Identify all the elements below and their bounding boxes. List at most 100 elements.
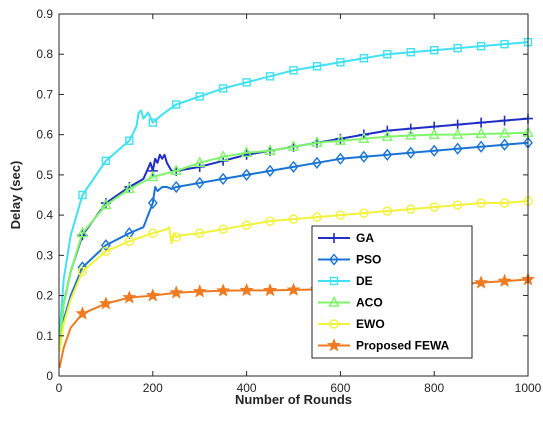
data-point-proposed-fewa xyxy=(169,285,184,299)
data-point-aco xyxy=(147,170,159,182)
legend-item-proposed-fewa: Proposed FEWA xyxy=(318,338,450,353)
data-point-proposed-fewa xyxy=(98,296,113,310)
data-point-de xyxy=(500,39,509,49)
data-point-de xyxy=(218,84,228,93)
data-point-pso xyxy=(312,156,322,169)
data-point-ewo xyxy=(452,200,463,210)
data-point-proposed-fewa xyxy=(145,288,160,302)
data-point-de xyxy=(453,43,462,53)
x-tick-label: 0 xyxy=(56,381,63,395)
data-point-aco xyxy=(428,128,440,139)
data-point-de xyxy=(125,136,134,145)
x-tick-label: 1000 xyxy=(515,381,542,395)
data-point-pso xyxy=(194,176,205,190)
data-point-ewo xyxy=(218,224,228,234)
data-point-de xyxy=(172,100,181,109)
data-point-proposed-fewa xyxy=(474,275,489,289)
series-de xyxy=(58,37,533,336)
data-point-de xyxy=(336,58,345,67)
data-point-pso xyxy=(124,227,135,240)
y-tick-label: 0.9 xyxy=(36,7,53,21)
data-point-pso xyxy=(265,164,275,177)
data-point-pso xyxy=(171,180,182,194)
data-point-pso xyxy=(499,138,510,151)
legend-item-pso: PSO xyxy=(318,253,381,267)
data-point-de xyxy=(359,54,369,63)
series-pso xyxy=(58,136,533,348)
data-point-ga xyxy=(499,115,510,126)
x-tick-label: 800 xyxy=(424,381,444,395)
data-point-de xyxy=(242,78,251,87)
data-point-aco xyxy=(475,127,487,139)
x-tick-label: 200 xyxy=(143,381,163,395)
data-point-de xyxy=(312,62,322,71)
y-tick-label: 0.4 xyxy=(36,208,53,222)
data-point-aco xyxy=(264,144,276,155)
data-point-ewo xyxy=(312,212,322,222)
legend-label: DE xyxy=(356,274,373,288)
legend-item-de: DE xyxy=(318,274,373,288)
tick-layer: 0 200 400 600 800 1000 0 0.1 0.2 0.3 0.4 0.5 0.6 0.7 0… xyxy=(36,7,541,395)
data-point-de xyxy=(195,92,204,101)
y-tick-label: 0.2 xyxy=(36,289,53,303)
y-tick-label: 0 xyxy=(46,369,53,383)
data-point-pso xyxy=(288,160,299,173)
series-line-aco xyxy=(58,131,529,344)
data-point-aco xyxy=(498,126,511,138)
data-point-pso xyxy=(429,144,440,157)
data-point-proposed-fewa xyxy=(122,290,137,304)
data-point-pso xyxy=(241,168,252,182)
data-point-pso xyxy=(335,152,346,165)
data-point-aco xyxy=(334,134,347,145)
data-point-aco xyxy=(311,136,323,147)
legend-marker xyxy=(329,319,339,329)
legend-label: EWO xyxy=(356,317,385,331)
data-point-proposed-fewa xyxy=(497,273,512,287)
data-point-ewo xyxy=(335,210,346,220)
data-point-de xyxy=(383,50,392,59)
data-point-proposed-fewa xyxy=(239,283,254,297)
x-tick-label: 400 xyxy=(237,381,257,395)
x-axis-title: Number of Rounds xyxy=(235,392,352,407)
series-aco xyxy=(58,126,534,344)
data-point-ewo xyxy=(429,202,439,212)
data-point-pso xyxy=(405,146,416,159)
x-tick-label: 600 xyxy=(330,381,350,395)
legend-box xyxy=(311,225,473,359)
y-tick-label: 0.8 xyxy=(36,47,53,61)
y-axis-title: Delay (sec) xyxy=(8,161,23,230)
legend-label: GA xyxy=(356,231,374,245)
legend: GA PSO DE ACO EWO Proposed FEWA xyxy=(311,225,473,359)
data-point-proposed-fewa xyxy=(192,284,207,298)
data-point-pso xyxy=(382,148,393,161)
data-point-pso xyxy=(218,172,229,186)
data-point-de xyxy=(430,46,439,55)
data-point-aco xyxy=(194,156,206,168)
data-point-proposed-fewa xyxy=(263,283,278,297)
data-point-aco xyxy=(123,182,136,194)
legend-label: ACO xyxy=(356,296,383,310)
data-point-ewo xyxy=(499,198,510,208)
data-point-aco xyxy=(381,130,393,141)
data-point-de xyxy=(406,48,415,57)
data-point-aco xyxy=(76,226,89,238)
plot-frame xyxy=(58,13,529,377)
data-point-aco xyxy=(287,140,300,151)
data-point-pso xyxy=(476,140,486,153)
data-point-aco xyxy=(170,164,182,176)
data-point-proposed-fewa xyxy=(216,283,231,297)
legend-item-ewo: EWO xyxy=(318,317,385,331)
y-tick-label: 0.5 xyxy=(36,168,53,182)
legend-item-aco: ACO xyxy=(318,296,383,310)
data-point-ewo xyxy=(124,236,135,246)
legend-marker xyxy=(329,233,339,243)
data-point-ewo xyxy=(241,220,252,230)
data-point-proposed-fewa xyxy=(75,306,90,320)
data-point-ewo xyxy=(476,198,486,208)
data-point-ewo xyxy=(382,206,392,216)
data-point-ewo xyxy=(171,232,181,242)
legend-label: Proposed FEWA xyxy=(356,339,450,353)
data-point-aco xyxy=(405,128,417,140)
data-point-aco xyxy=(358,132,370,143)
data-point-de xyxy=(289,66,298,75)
